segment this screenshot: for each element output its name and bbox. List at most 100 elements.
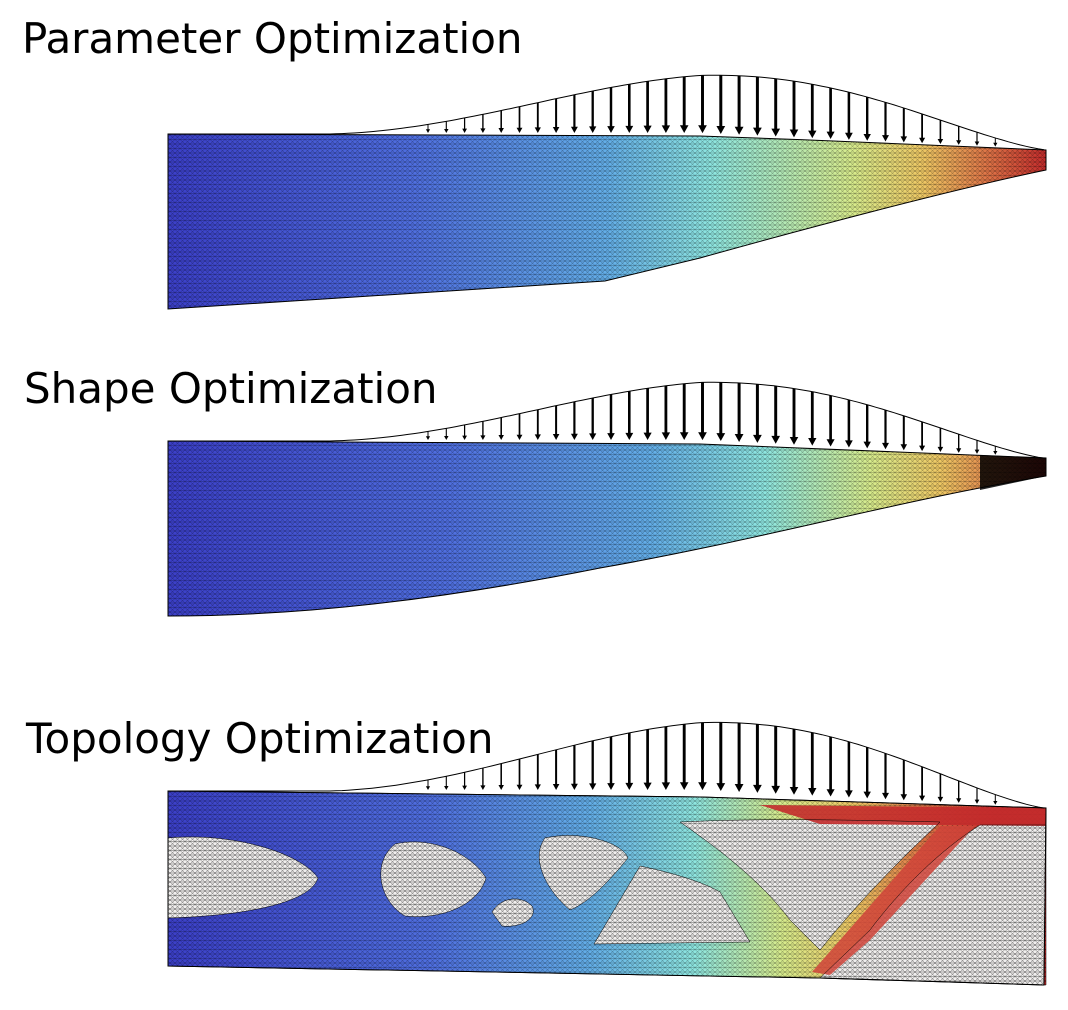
load-arrow bbox=[534, 102, 541, 133]
beam-parameter bbox=[167, 133, 1047, 310]
load-arrow bbox=[679, 383, 689, 440]
load-arrow bbox=[643, 388, 652, 440]
load-arrow bbox=[789, 388, 799, 445]
load-distribution bbox=[168, 721, 1045, 809]
load-arrow bbox=[900, 415, 908, 451]
top-chord bbox=[760, 805, 1046, 826]
load-arrow bbox=[993, 137, 998, 147]
load-arrow bbox=[716, 722, 726, 792]
load-arrow bbox=[516, 413, 523, 440]
load-arrow bbox=[534, 754, 541, 790]
load-arrow bbox=[425, 431, 431, 440]
panel-parameter bbox=[167, 74, 1047, 310]
load-arrow bbox=[607, 394, 615, 440]
load-arrow bbox=[919, 421, 926, 452]
load-arrow bbox=[570, 745, 578, 790]
load-arrow bbox=[900, 108, 908, 143]
load-arrow bbox=[444, 121, 449, 133]
load-arrow bbox=[552, 749, 560, 790]
load-arrow bbox=[753, 724, 762, 793]
load-arrow bbox=[956, 126, 962, 145]
load-arrow bbox=[826, 87, 835, 140]
load-arrow bbox=[589, 398, 597, 440]
load-arrow bbox=[462, 772, 467, 790]
load-arrow bbox=[716, 75, 726, 134]
solid-material bbox=[168, 791, 1046, 985]
load-arrow bbox=[863, 404, 871, 449]
void-region bbox=[167, 836, 319, 919]
load-arrow bbox=[956, 434, 962, 453]
load-arrow bbox=[589, 740, 597, 790]
load-arrow bbox=[826, 395, 835, 447]
load-arrow bbox=[826, 736, 835, 797]
dense-mesh-tip bbox=[980, 455, 1046, 490]
load-arrow bbox=[570, 401, 578, 440]
load-envelope bbox=[168, 721, 1045, 809]
load-arrow bbox=[516, 759, 523, 790]
load-arrow bbox=[607, 87, 615, 133]
load-arrow bbox=[534, 409, 541, 440]
panel-title-topology: Topology Optimization bbox=[26, 714, 494, 763]
panel-topology bbox=[167, 721, 1047, 986]
load-arrow bbox=[698, 382, 707, 441]
load-arrow bbox=[462, 424, 467, 440]
beam-topology bbox=[167, 790, 1047, 986]
load-arrow bbox=[808, 84, 817, 139]
load-arrow bbox=[498, 110, 504, 133]
void-region bbox=[538, 835, 629, 911]
load-arrow bbox=[589, 91, 597, 133]
load-arrow bbox=[974, 132, 980, 146]
load-arrow bbox=[570, 94, 578, 133]
load-arrow bbox=[552, 98, 560, 133]
load-arrow bbox=[444, 428, 449, 440]
diagonal-strut bbox=[812, 826, 975, 975]
load-arrow bbox=[607, 736, 615, 790]
load-arrow bbox=[937, 120, 944, 145]
load-arrow bbox=[845, 741, 853, 798]
load-arrow bbox=[863, 747, 871, 799]
load-arrow bbox=[919, 113, 926, 144]
load-arrow bbox=[425, 779, 431, 790]
void-region bbox=[593, 865, 751, 945]
load-arrow bbox=[734, 722, 744, 792]
void-region bbox=[679, 819, 941, 951]
panel-title-parameter: Parameter Optimization bbox=[22, 14, 523, 63]
load-arrow bbox=[480, 114, 486, 133]
load-arrow bbox=[753, 76, 762, 136]
load-arrow bbox=[808, 391, 817, 446]
load-arrow bbox=[698, 75, 707, 134]
load-arrow bbox=[498, 417, 504, 440]
load-arrow bbox=[425, 124, 431, 133]
void-region bbox=[819, 824, 1047, 986]
load-arrow bbox=[993, 446, 998, 455]
load-arrow bbox=[808, 732, 817, 796]
load-arrow bbox=[516, 106, 523, 133]
load-arrow bbox=[698, 722, 707, 791]
load-arrow bbox=[661, 78, 671, 133]
load-arrow bbox=[937, 773, 944, 803]
load-arrow bbox=[789, 729, 799, 795]
load-envelope bbox=[168, 381, 1045, 459]
load-arrow bbox=[716, 382, 726, 442]
load-arrow bbox=[625, 732, 634, 790]
load-arrow bbox=[661, 385, 671, 440]
load-arrow bbox=[956, 780, 962, 803]
load-arrow bbox=[679, 76, 689, 133]
beam-shape bbox=[167, 440, 1047, 617]
load-arrow bbox=[974, 440, 980, 454]
load-arrow bbox=[845, 399, 853, 448]
load-arrow bbox=[679, 724, 689, 790]
load-arrow bbox=[734, 75, 744, 135]
load-arrow bbox=[789, 81, 799, 138]
load-arrow bbox=[734, 382, 744, 442]
load-arrow bbox=[661, 726, 671, 790]
load-distribution bbox=[168, 74, 1045, 151]
void-region bbox=[380, 841, 487, 917]
load-arrow bbox=[863, 97, 871, 141]
load-arrow bbox=[771, 78, 781, 137]
load-arrow bbox=[771, 386, 781, 444]
load-arrow bbox=[974, 787, 980, 804]
load-arrow bbox=[625, 84, 634, 133]
load-arrow bbox=[462, 117, 467, 133]
